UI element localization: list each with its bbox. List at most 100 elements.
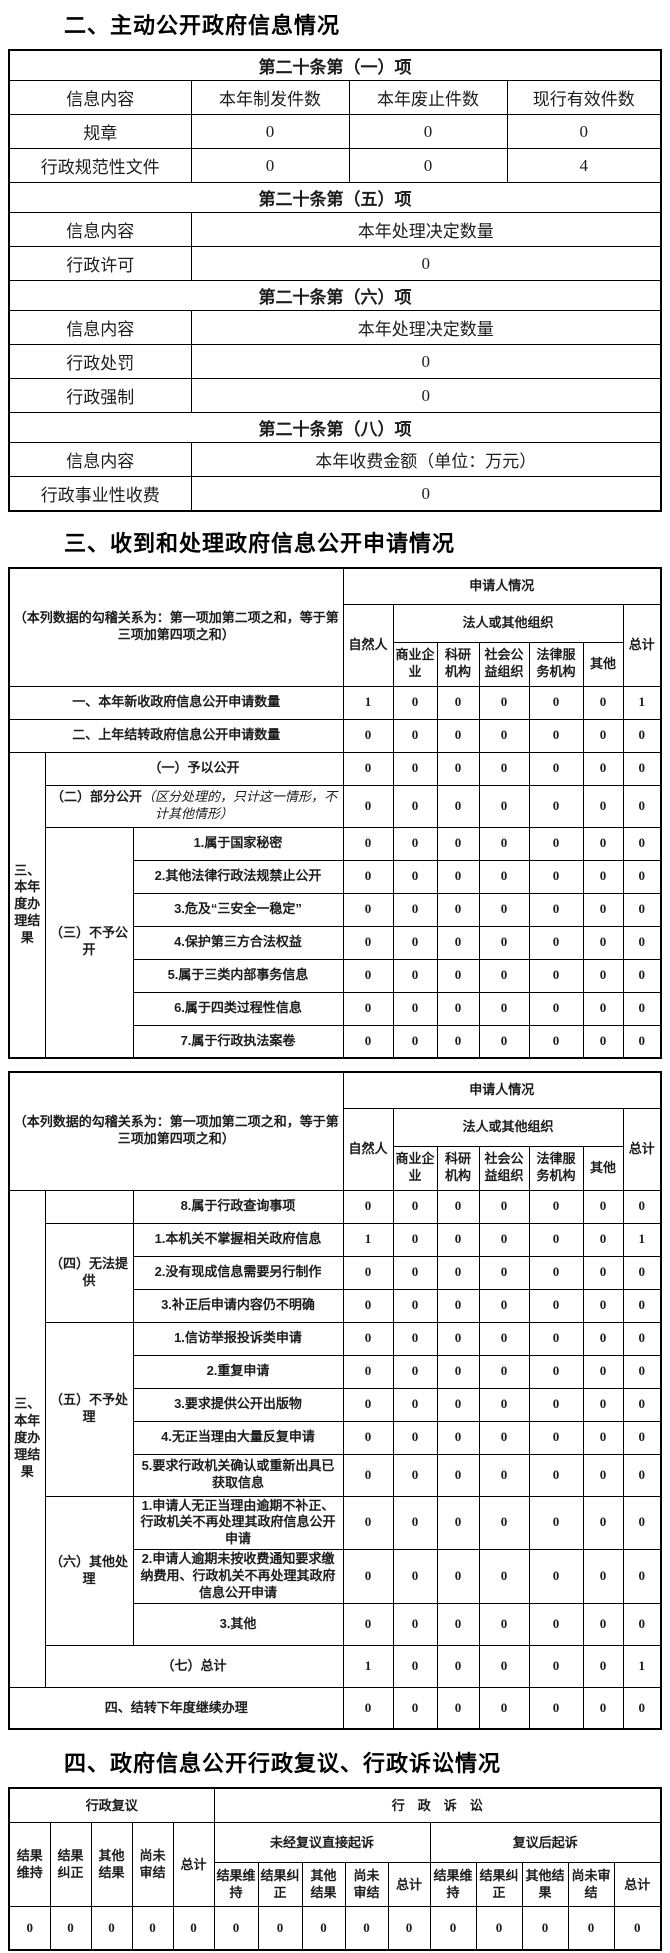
value-cell: 0 bbox=[436, 892, 480, 927]
sub-item-label: 2.申请人逾期未按收费通知要求缴纳费用、行政机关不再处理其政府信息公开申请 bbox=[132, 1549, 344, 1604]
value-cell: 0 bbox=[429, 1905, 477, 1951]
value-cell: 0 bbox=[582, 1255, 624, 1290]
sub-item-label: 5.要求行政机关确认或重新出具已获取信息 bbox=[132, 1453, 344, 1497]
column-header-total: 总计 bbox=[622, 603, 662, 687]
value-cell: 0 bbox=[436, 991, 480, 1026]
value-cell: 0 bbox=[582, 859, 624, 894]
value-cell: 0 bbox=[478, 991, 530, 1026]
value-cell: 0 bbox=[528, 859, 584, 894]
value-cell: 0 bbox=[190, 148, 350, 183]
column-header: 尚未审结 bbox=[567, 1861, 615, 1907]
value-cell: 0 bbox=[342, 1549, 394, 1604]
sub-item-label: 3.要求提供公开出版物 bbox=[132, 1387, 344, 1422]
value-cell: 0 bbox=[528, 892, 584, 927]
merge-relation-note: （本列数据的勾稽关系为：第一项加第二项之和，等于第三项加第四项之和） bbox=[8, 1071, 344, 1191]
value-cell: 0 bbox=[342, 1288, 394, 1323]
value-cell: 0 bbox=[392, 1453, 438, 1497]
value-cell: 0 bbox=[257, 1905, 303, 1951]
section-3-title: 三、收到和处理政府信息公开申请情况 bbox=[64, 531, 456, 556]
applicant-header: 申请人情况 bbox=[342, 1071, 662, 1109]
value-cell: 0 bbox=[622, 1495, 662, 1551]
column-header: 法律服务机构 bbox=[528, 641, 584, 687]
value-cell: 0 bbox=[528, 718, 584, 753]
column-header: 信息内容 bbox=[8, 310, 192, 345]
sub-item-label: 1.申请人无正当理由逾期不补正、行政机关不再处理其政府信息公开申请 bbox=[132, 1495, 344, 1551]
value-cell: 0 bbox=[436, 1420, 480, 1455]
column-header: 本年处理决定数量 bbox=[190, 310, 662, 345]
value-cell: 0 bbox=[436, 1255, 480, 1290]
value-cell: 0 bbox=[392, 1222, 438, 1257]
value-cell: 0 bbox=[387, 1905, 431, 1951]
value-cell: 0 bbox=[582, 1321, 624, 1356]
value-cell: 0 bbox=[622, 1549, 662, 1604]
value-cell: 0 bbox=[213, 1905, 259, 1951]
row-label: 一、本年新收政府信息公开申请数量 bbox=[8, 685, 344, 720]
value-cell: 0 bbox=[190, 378, 662, 413]
value-cell: 0 bbox=[622, 718, 662, 753]
review-header: 行政复议 bbox=[8, 1787, 215, 1823]
sub-item-label: 1.属于国家秘密 bbox=[132, 826, 344, 861]
value-cell: 0 bbox=[436, 958, 480, 993]
value-cell: 0 bbox=[622, 826, 662, 861]
section-4-title: 四、政府信息公开行政复议、行政诉讼情况 bbox=[64, 1751, 502, 1777]
value-cell: 0 bbox=[622, 1189, 662, 1224]
value-cell: 0 bbox=[582, 751, 624, 786]
value-cell: 1 bbox=[342, 1644, 394, 1688]
report-page: 二、主动公开政府信息情况 第二十条第（一）项 信息内容 本年制发件数 本年废止件… bbox=[0, 8, 670, 1953]
sub-item-label: 2.重复申请 bbox=[132, 1354, 344, 1389]
value-cell: 0 bbox=[528, 1354, 584, 1389]
value-cell: 0 bbox=[436, 1354, 480, 1389]
value-cell: 0 bbox=[528, 1288, 584, 1323]
sub-item-label: 3.其他 bbox=[132, 1602, 344, 1646]
value-cell: 0 bbox=[582, 991, 624, 1026]
value-cell: 0 bbox=[478, 751, 530, 786]
value-cell: 0 bbox=[478, 826, 530, 861]
row-label: 规章 bbox=[8, 114, 192, 149]
value-cell: 0 bbox=[392, 1495, 438, 1551]
value-cell: 1 bbox=[622, 1222, 662, 1257]
value-cell: 0 bbox=[392, 718, 438, 753]
value-cell: 0 bbox=[582, 1495, 624, 1551]
value-cell: 0 bbox=[613, 1905, 662, 1951]
value-cell: 1 bbox=[342, 1222, 394, 1257]
group-label-text: （二）部分公开 bbox=[50, 789, 142, 805]
value-cell: 0 bbox=[342, 826, 394, 861]
sub-item-label: 6.属于四类过程性信息 bbox=[132, 991, 344, 1026]
group-label-unable: （四）无法提供 bbox=[44, 1222, 134, 1323]
value-cell: 0 bbox=[392, 1644, 438, 1688]
value-cell: 0 bbox=[342, 859, 394, 894]
column-header: 社会公益组织 bbox=[478, 1145, 530, 1191]
value-cell: 0 bbox=[622, 1354, 662, 1389]
value-cell: 0 bbox=[622, 1024, 662, 1059]
row-label: 行政许可 bbox=[8, 246, 192, 281]
group-label-other-handling: （六）其他处理 bbox=[44, 1495, 134, 1646]
value-cell: 0 bbox=[622, 1321, 662, 1356]
value-cell: 0 bbox=[342, 1321, 394, 1356]
value-cell: 0 bbox=[528, 1602, 584, 1646]
row-label: 行政强制 bbox=[8, 378, 192, 413]
column-header: 法律服务机构 bbox=[528, 1145, 584, 1191]
value-cell: 0 bbox=[392, 1321, 438, 1356]
value-cell: 0 bbox=[528, 1453, 584, 1497]
value-cell: 0 bbox=[392, 859, 438, 894]
value-cell: 0 bbox=[528, 1644, 584, 1688]
value-cell: 0 bbox=[528, 1222, 584, 1257]
vertical-group-label-results: 三、本年度办理结果 bbox=[8, 751, 46, 1059]
value-cell: 0 bbox=[190, 476, 662, 512]
group-label-note: （区分处理的，只计这一情形，不计其他情形） bbox=[142, 789, 338, 821]
value-cell: 0 bbox=[436, 1644, 480, 1688]
value-cell: 0 bbox=[582, 826, 624, 861]
value-cell: 0 bbox=[478, 1602, 530, 1646]
requests-table-part1: （本列数据的勾稽关系为：第一项加第二项之和，等于第三项加第四项之和） 申请人情况… bbox=[8, 567, 662, 1059]
value-cell: 0 bbox=[392, 1420, 438, 1455]
value-cell: 0 bbox=[478, 1024, 530, 1059]
value-cell: 0 bbox=[528, 1495, 584, 1551]
value-cell: 0 bbox=[478, 1321, 530, 1356]
article-20-6-band: 第二十条第（六）项 bbox=[8, 280, 662, 311]
value-cell: 0 bbox=[478, 892, 530, 927]
column-header: 现行有效件数 bbox=[506, 80, 662, 115]
value-cell: 0 bbox=[528, 991, 584, 1026]
value-cell: 0 bbox=[392, 685, 438, 720]
value-cell: 0 bbox=[478, 1387, 530, 1422]
value-cell: 0 bbox=[342, 1420, 394, 1455]
